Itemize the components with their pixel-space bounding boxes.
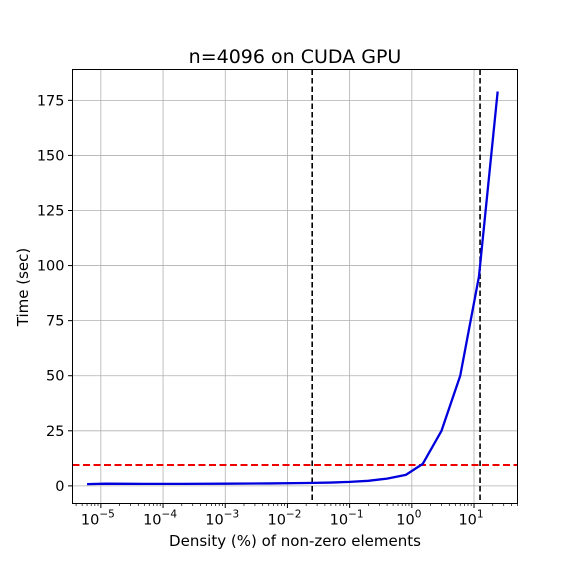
x-tick-label: 10−5 [81,509,115,529]
x-tick-label: 100 [396,509,421,529]
y-tick-label: 0 [55,479,64,495]
y-tick-label: 150 [37,148,65,164]
x-tick-exponent: 1 [477,509,484,521]
x-tick-base: 10 [330,513,348,529]
x-tick-label: 10−2 [267,509,301,529]
x-tick-base: 10 [458,513,476,529]
y-tick-label: 100 [37,259,65,275]
x-tick-label: 10−1 [330,509,364,529]
x-tick-label: 10−4 [143,509,177,529]
x-tick-base: 10 [205,513,223,529]
x-tick-label: 101 [458,509,483,529]
x-tick-exponent: −5 [99,509,114,521]
y-tick-label: 25 [46,424,64,440]
y-tick-label: 125 [37,203,65,219]
ticks [68,99,518,508]
x-tick-exponent: −2 [286,509,301,521]
x-tick-base: 10 [267,513,285,529]
x-tick-base: 10 [81,513,99,529]
x-tick-label: 10−3 [205,509,239,529]
x-tick-labels: 10−5 10−4 10−3 10−2 10−1 100 101 [81,509,484,529]
grid [72,69,518,504]
chart-title: n=4096 on CUDA GPU [189,46,402,68]
x-tick-base: 10 [143,513,161,529]
y-tick-label: 75 [46,314,64,330]
y-tick-label: 50 [46,369,64,385]
x-tick-exponent: 0 [415,509,422,521]
x-tick-base: 10 [396,513,414,529]
x-tick-exponent: −3 [224,509,239,521]
series-layer [87,91,499,486]
x-tick-exponent: −1 [348,509,363,521]
y-tick-labels: 0 25 50 75 100 125 150 175 [37,93,65,495]
plot-frame [72,69,518,504]
x-tick-exponent: −4 [162,509,178,521]
x-axis-label: Density (%) of non-zero elements [169,532,421,550]
series-line [87,91,499,486]
y-axis-label: Time (sec) [14,248,32,327]
y-tick-label: 175 [37,93,65,109]
reference-lines [72,69,518,504]
